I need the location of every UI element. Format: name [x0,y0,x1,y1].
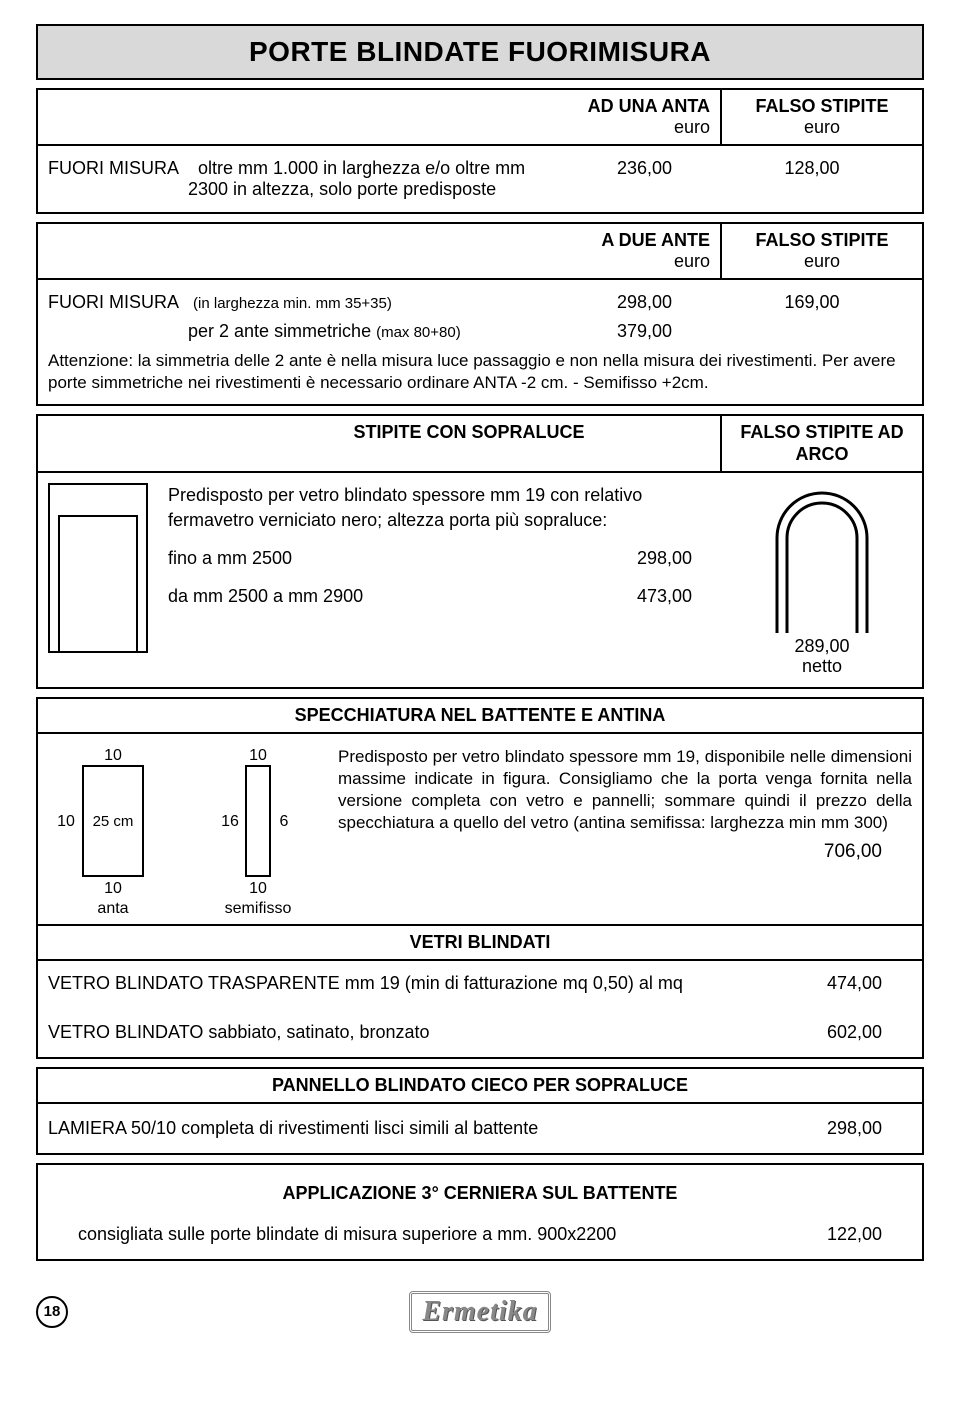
svg-text:25 cm: 25 cm [93,813,134,830]
fuori-misura-prefix: FUORI MISURA [48,158,178,178]
cerniera-label: consigliata sulle porte blindate di misu… [78,1224,732,1245]
section-pannello: PANNELLO BLINDATO CIECO PER SOPRALUCE LA… [36,1067,924,1155]
simmetria-note: Attenzione: la simmetria delle 2 ante è … [38,346,922,404]
svg-text:10: 10 [104,880,122,896]
arch-netto: netto [794,657,849,677]
specchiatura-text: Predisposto per vetro blindato spessore … [338,747,912,832]
arch-price: 289,00 [794,637,849,657]
lamiera-price: 298,00 [732,1118,912,1139]
sopraluce-pred: Predisposto per vetro blindato spessore … [168,483,712,532]
lamiera-label: LAMIERA 50/10 completa di rivestimenti l… [48,1118,732,1139]
sopraluce-line1-price: 298,00 [592,546,712,570]
hdr-a-due-ante: A DUE ANTE [601,230,710,250]
hdr-sopraluce: STIPITE CON SOPRALUCE [38,416,722,471]
price-falso-2: 169,00 [712,292,912,313]
vetro-trasparente-price: 474,00 [732,973,912,994]
price-falso-1: 128,00 [712,158,912,200]
fuori-misura-detail: (in larghezza min. mm 35+35) [193,295,392,312]
svg-text:16: 16 [221,813,239,830]
svg-text:6: 6 [280,813,289,830]
euro-label: euro [674,251,710,271]
svg-text:10: 10 [104,747,122,764]
price-due-2: 379,00 [572,321,712,342]
euro-label: euro [674,117,710,137]
fuori-misura-prefix-2: FUORI MISURA [48,292,178,312]
sopraluce-line1-lbl: fino a mm 2500 [168,546,592,570]
euro-label: euro [804,251,840,271]
hdr-ad-una-anta: AD UNA ANTA [588,96,710,116]
section-specchiatura: SPECCHIATURA NEL BATTENTE E ANTINA 10 10… [36,697,924,961]
simmetriche-detail: (max 80+80) [376,324,461,341]
simmetriche-label: per 2 ante simmetriche [188,321,371,341]
fuori-misura-text: oltre mm 1.000 in larghezza e/o oltre mm [198,158,525,178]
page-title: PORTE BLINDATE FUORIMISURA [36,24,924,80]
hdr-falso-arco: FALSO STIPITE AD ARCO [722,416,922,471]
fig-anta: 10 10 25 cm 10 anta [48,746,178,918]
hdr-pannello: PANNELLO BLINDATO CIECO PER SOPRALUCE [38,1069,922,1104]
caption-semifisso: semifisso [225,900,292,918]
vetro-sabbiato: VETRO BLINDATO sabbiato, satinato, bronz… [48,1022,732,1043]
cerniera-price: 122,00 [732,1224,912,1245]
hdr-falso-stipite: FALSO STIPITE [755,96,888,116]
caption-anta: anta [97,900,128,918]
section-vetri: VETRO BLINDATO TRASPARENTE mm 19 (min di… [36,959,924,1059]
fuori-misura-sub: 2300 in altezza, solo porte predisposte [48,179,496,199]
section-cerniera: APPLICAZIONE 3° CERNIERA SUL BATTENTE co… [36,1163,924,1261]
euro-label: euro [804,117,840,137]
logo-ermetika: Ermetika [409,1291,550,1333]
price-ad-una: 236,00 [572,158,712,200]
page-footer: 18 Ermetika [36,1291,924,1333]
hdr-vetri: VETRI BLINDATI [38,924,922,959]
section-a-due-ante: A DUE ANTE euro FALSO STIPITE euro FUORI… [36,222,924,406]
hdr-falso-stipite-2: FALSO STIPITE [755,230,888,250]
section-sopraluce: STIPITE CON SOPRALUCE FALSO STIPITE AD A… [36,414,924,689]
hdr-cerniera: APPLICAZIONE 3° CERNIERA SUL BATTENTE [38,1165,922,1210]
sopraluce-line2-lbl: da mm 2500 a mm 2900 [168,584,592,608]
specchiatura-price: 706,00 [338,840,912,865]
section-ad-una-anta: AD UNA ANTA euro FALSO STIPITE euro FUOR… [36,88,924,214]
svg-text:10: 10 [249,747,267,764]
fig-semifisso: 10 16 6 10 semifisso [208,746,308,918]
svg-text:10: 10 [57,813,75,830]
vetro-trasparente: VETRO BLINDATO TRASPARENTE mm 19 (min di… [48,973,732,994]
hdr-specchiatura: SPECCHIATURA NEL BATTENTE E ANTINA [38,699,922,734]
svg-text:10: 10 [249,880,267,896]
arch-icon [762,483,882,633]
vetro-sabbiato-price: 602,00 [732,1022,912,1043]
door-sopraluce-figure [48,483,148,673]
page-number: 18 [36,1296,68,1328]
price-due-1: 298,00 [572,292,712,313]
sopraluce-line2-price: 473,00 [592,584,712,608]
